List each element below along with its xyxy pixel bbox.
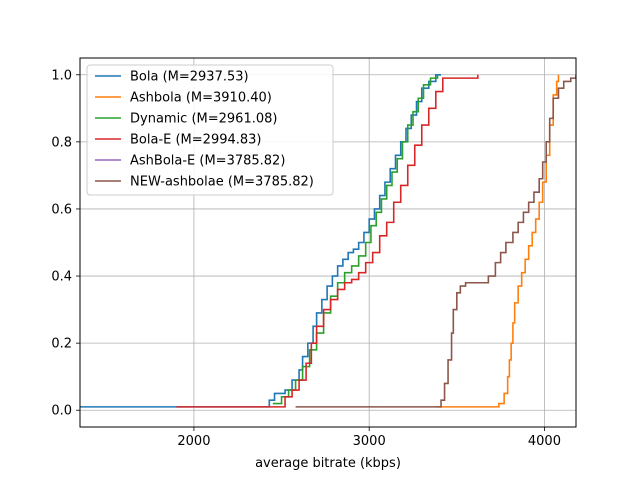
legend-entry: Dynamic (M=2961.08) [130,112,277,127]
x-axis-label: average bitrate (kbps) [255,456,401,471]
x-tick-label: 2000 [177,434,210,449]
legend-entry: NEW-ashbolae (M=3785.82) [130,175,314,190]
series-line-1 [435,74,560,408]
y-tick-label: 0.6 [51,202,72,217]
legend-entry: Bola-E (M=2994.83) [130,133,262,148]
axis-ticks: 2000 3000 4000 0.0 0.2 0.4 0.6 0.8 1.0 [51,68,561,449]
x-tick-label: 3000 [353,434,386,449]
legend-entry: Bola (M=2937.53) [130,70,249,85]
y-tick-label: 0.0 [51,404,72,419]
y-tick-label: 0.4 [51,270,72,285]
y-tick-label: 1.0 [51,68,72,83]
legend-box [86,64,334,196]
series-lines [80,73,576,408]
y-tick-label: 0.8 [51,135,72,150]
legend-entry: AshBola-E (M=3785.82) [130,154,285,169]
legend: Bola (M=2937.53) Ashbola (M=3910.40) Dynam… [86,64,334,196]
plot-frame [79,57,577,428]
y-tick-label: 0.2 [51,337,72,352]
legend-entry: Ashbola (M=3910.40) [130,91,272,106]
x-tick-label: 4000 [528,434,561,449]
series-line-5 [295,74,576,408]
series-line-3 [176,74,479,408]
series-line-2 [272,74,439,405]
